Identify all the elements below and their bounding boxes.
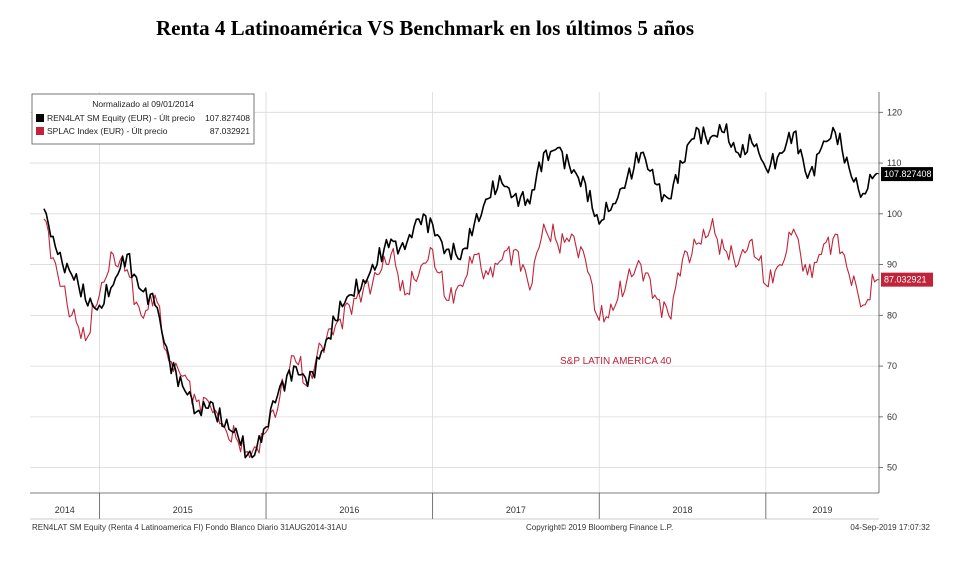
last-value-ren4lat-text: 107.827408 xyxy=(884,169,932,179)
x-axis: 2014 2015 2016 2017 2018 2019 xyxy=(30,492,879,520)
x-tick-label: 2018 xyxy=(673,505,693,515)
y-tick-label: 60 xyxy=(887,412,897,422)
series xyxy=(43,123,878,459)
y-axis: 50 60 70 80 90 100 110 120 xyxy=(878,92,902,493)
legend-item-fund-label: REN4LAT SM Equity (EUR) - Últ precio xyxy=(47,113,195,123)
legend-item-index-label: SPLAC Index (EUR) - Últ precio xyxy=(47,126,168,136)
legend: Normalizado al 09/01/2014 REN4LAT SM Equ… xyxy=(31,93,255,145)
grid xyxy=(30,92,879,493)
y-tick-label: 80 xyxy=(887,310,897,320)
y-tick-label: 100 xyxy=(887,209,902,219)
series-line-ren4lat xyxy=(43,123,878,459)
index-annotation: S&P LATIN AMERICA 40 xyxy=(560,356,672,367)
legend-swatch-index xyxy=(36,127,44,135)
legend-header: Normalizado al 09/01/2014 xyxy=(92,99,194,109)
last-value-ren4lat-connector xyxy=(876,172,880,175)
x-tick-label: 2014 xyxy=(55,505,75,515)
footer-center: Copyright© 2019 Bloomberg Finance L.P. xyxy=(526,523,673,532)
last-value-splac-text: 87.032921 xyxy=(884,275,927,285)
x-tick-label: 2016 xyxy=(339,505,359,515)
x-tick-label: 2017 xyxy=(506,505,526,515)
chart: 2014 2015 2016 2017 2018 2019 50 60 70 80 90 100 11… xyxy=(30,92,933,532)
y-tick-label: 120 xyxy=(887,107,902,117)
x-tick-label: 2015 xyxy=(173,505,193,515)
y-tick-label: 70 xyxy=(887,361,897,371)
last-value-labels: 107.827408 87.032921 xyxy=(876,167,933,287)
series-line-splac xyxy=(43,218,878,459)
last-value-ren4lat-box xyxy=(881,167,933,182)
y-tick-label: 90 xyxy=(887,260,897,270)
y-tick-label: 50 xyxy=(887,463,897,473)
y-tick-label: 110 xyxy=(887,158,901,168)
footer-right: 04-Sep-2019 17:07:32 xyxy=(850,523,930,532)
page-title: Renta 4 Latinoamérica VS Benchmark en lo… xyxy=(155,16,695,40)
legend-item-index-value: 87.032921 xyxy=(210,126,250,136)
footer-left: REN4LAT SM Equity (Renta 4 Latinoamerica… xyxy=(32,523,347,532)
x-tick-label: 2019 xyxy=(812,505,832,515)
last-value-splac-box xyxy=(881,272,933,287)
legend-swatch-fund xyxy=(36,114,44,122)
legend-item-fund-value: 107.827408 xyxy=(205,113,250,123)
